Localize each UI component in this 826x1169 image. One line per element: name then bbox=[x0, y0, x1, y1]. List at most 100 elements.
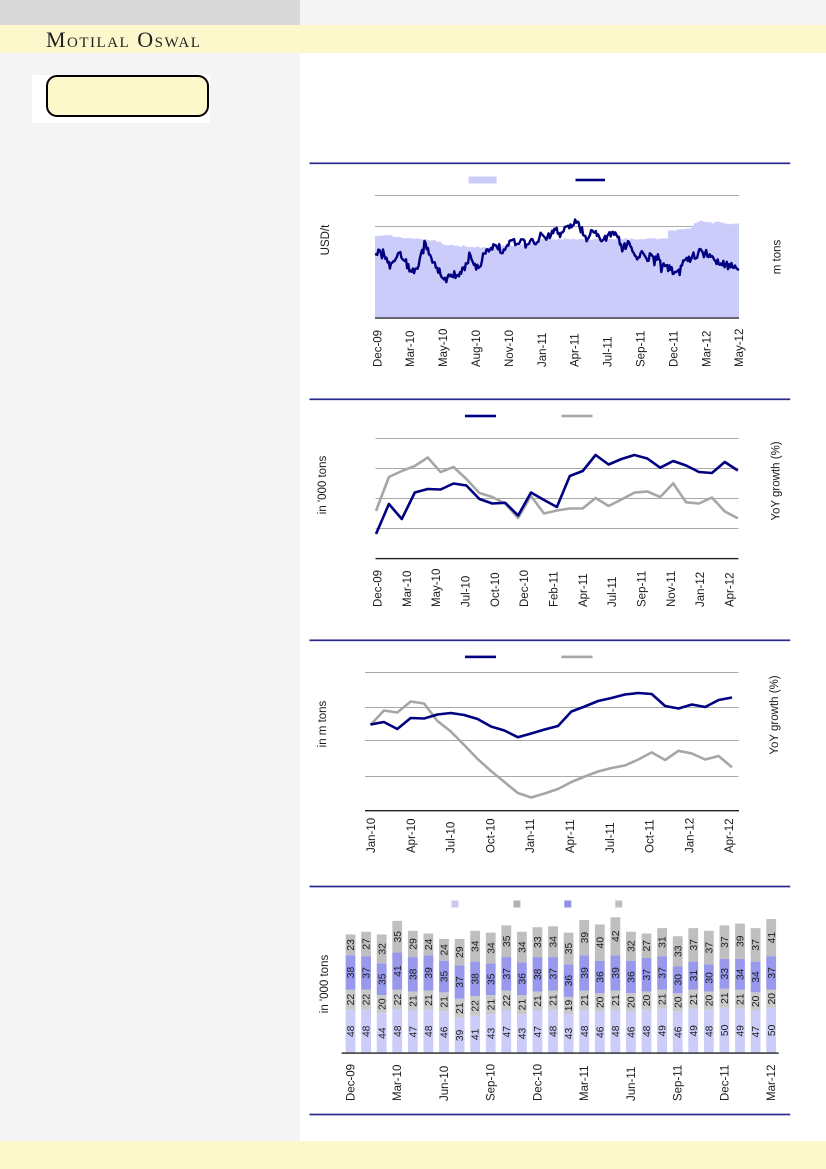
svg-text:Jul-11: Jul-11 bbox=[605, 823, 617, 853]
svg-text:Jul-10: Jul-10 bbox=[460, 576, 472, 607]
svg-text:35: 35 bbox=[486, 973, 497, 985]
svg-text:Nov-11: Nov-11 bbox=[666, 571, 678, 607]
svg-text:41: 41 bbox=[393, 965, 404, 977]
svg-text:30: 30 bbox=[704, 972, 715, 984]
svg-text:35: 35 bbox=[393, 931, 404, 943]
svg-text:39: 39 bbox=[736, 935, 747, 947]
svg-text:48: 48 bbox=[424, 1025, 435, 1037]
svg-text:22: 22 bbox=[393, 994, 404, 1006]
svg-text:29: 29 bbox=[408, 938, 419, 950]
svg-text:May-12: May-12 bbox=[734, 329, 746, 367]
svg-text:42: 42 bbox=[611, 930, 622, 942]
svg-text:33: 33 bbox=[720, 968, 731, 980]
svg-text:21: 21 bbox=[408, 995, 419, 1007]
svg-text:21: 21 bbox=[533, 995, 544, 1007]
svg-text:20: 20 bbox=[377, 998, 388, 1010]
svg-text:Sep-11: Sep-11 bbox=[636, 331, 648, 367]
svg-text:48: 48 bbox=[704, 1025, 715, 1037]
svg-text:38: 38 bbox=[533, 968, 544, 980]
svg-text:Jul-11: Jul-11 bbox=[607, 577, 619, 607]
svg-text:24: 24 bbox=[440, 944, 451, 956]
svg-text:27: 27 bbox=[362, 938, 373, 950]
svg-text:34: 34 bbox=[518, 941, 529, 953]
svg-text:48: 48 bbox=[642, 1025, 653, 1037]
svg-text:34: 34 bbox=[736, 968, 747, 980]
svg-text:Dec-11: Dec-11 bbox=[719, 1065, 731, 1101]
svg-text:USD/t: USD/t bbox=[320, 224, 332, 255]
svg-text:Mar-11: Mar-11 bbox=[579, 1065, 591, 1101]
svg-text:37: 37 bbox=[658, 967, 669, 979]
svg-text:22: 22 bbox=[471, 1000, 482, 1012]
svg-text:Oct-10: Oct-10 bbox=[490, 572, 502, 607]
svg-text:Apr-11: Apr-11 bbox=[578, 573, 590, 607]
svg-text:37: 37 bbox=[642, 969, 653, 981]
svg-text:in '000 tons: in '000 tons bbox=[319, 955, 331, 1014]
svg-text:37: 37 bbox=[704, 942, 715, 954]
svg-text:20: 20 bbox=[642, 995, 653, 1007]
svg-text:Dec-10: Dec-10 bbox=[533, 1064, 545, 1101]
svg-text:37: 37 bbox=[751, 939, 762, 951]
svg-text:22: 22 bbox=[362, 994, 373, 1006]
svg-text:24: 24 bbox=[424, 938, 435, 950]
svg-text:34: 34 bbox=[471, 940, 482, 952]
svg-text:May-10: May-10 bbox=[438, 329, 450, 367]
svg-text:Apr-11: Apr-11 bbox=[570, 333, 582, 367]
svg-text:33: 33 bbox=[533, 936, 544, 948]
svg-text:46: 46 bbox=[595, 1026, 606, 1038]
svg-text:29: 29 bbox=[455, 946, 466, 958]
svg-text:34: 34 bbox=[486, 942, 497, 954]
svg-text:37: 37 bbox=[689, 939, 700, 951]
svg-text:47: 47 bbox=[751, 1026, 762, 1038]
svg-text:in '000 tons: in '000 tons bbox=[317, 456, 329, 515]
svg-text:Mar-12: Mar-12 bbox=[701, 331, 713, 367]
svg-text:21: 21 bbox=[658, 993, 669, 1005]
svg-text:Apr-12: Apr-12 bbox=[725, 572, 737, 607]
svg-text:36: 36 bbox=[564, 975, 575, 987]
svg-text:36: 36 bbox=[627, 971, 638, 983]
svg-text:39: 39 bbox=[455, 1029, 466, 1041]
svg-text:37: 37 bbox=[362, 967, 373, 979]
svg-text:39: 39 bbox=[611, 967, 622, 979]
svg-text:46: 46 bbox=[440, 1026, 451, 1038]
svg-text:May-10: May-10 bbox=[431, 569, 443, 607]
svg-text:YoY growth (%): YoY growth (%) bbox=[769, 675, 781, 754]
svg-text:23: 23 bbox=[346, 939, 357, 951]
svg-text:40: 40 bbox=[595, 937, 606, 949]
svg-text:Jul-10: Jul-10 bbox=[446, 822, 458, 853]
svg-text:35: 35 bbox=[564, 943, 575, 955]
svg-text:20: 20 bbox=[704, 995, 715, 1007]
svg-text:48: 48 bbox=[611, 1025, 622, 1037]
svg-text:41: 41 bbox=[767, 932, 778, 944]
svg-text:36: 36 bbox=[518, 973, 529, 985]
svg-text:Feb-11: Feb-11 bbox=[549, 571, 561, 607]
svg-text:32: 32 bbox=[627, 940, 638, 952]
svg-text:Sep-11: Sep-11 bbox=[637, 571, 649, 607]
svg-text:38: 38 bbox=[346, 967, 357, 979]
svg-text:21: 21 bbox=[720, 992, 731, 1004]
svg-text:49: 49 bbox=[658, 1025, 669, 1037]
svg-text:31: 31 bbox=[658, 936, 669, 948]
svg-text:20: 20 bbox=[767, 993, 778, 1005]
svg-text:38: 38 bbox=[408, 968, 419, 980]
svg-text:43: 43 bbox=[518, 1028, 529, 1040]
svg-text:Mar-10: Mar-10 bbox=[392, 1065, 404, 1101]
svg-text:35: 35 bbox=[440, 971, 451, 983]
svg-text:37: 37 bbox=[549, 968, 560, 980]
svg-text:Jun-11: Jun-11 bbox=[626, 1067, 638, 1101]
svg-text:21: 21 bbox=[736, 993, 747, 1005]
svg-text:49: 49 bbox=[736, 1025, 747, 1037]
svg-text:Jan-12: Jan-12 bbox=[684, 818, 696, 853]
svg-text:Jan-11: Jan-11 bbox=[537, 333, 549, 367]
svg-text:34: 34 bbox=[549, 936, 560, 948]
svg-text:Jan-10: Jan-10 bbox=[366, 818, 378, 853]
svg-text:YoY growth (%): YoY growth (%) bbox=[771, 441, 783, 520]
svg-text:Oct-10: Oct-10 bbox=[485, 818, 497, 853]
svg-text:35: 35 bbox=[502, 935, 513, 947]
svg-text:21: 21 bbox=[689, 993, 700, 1005]
svg-text:19: 19 bbox=[564, 1000, 575, 1012]
svg-text:44: 44 bbox=[377, 1027, 388, 1039]
svg-text:21: 21 bbox=[518, 999, 529, 1011]
svg-text:41: 41 bbox=[471, 1028, 482, 1040]
svg-text:22: 22 bbox=[346, 994, 357, 1006]
svg-text:21: 21 bbox=[486, 999, 497, 1011]
